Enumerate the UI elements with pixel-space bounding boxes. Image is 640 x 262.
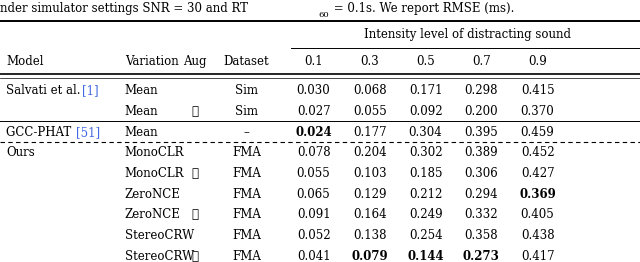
- Text: 0.1: 0.1: [304, 55, 323, 68]
- Text: 0.452: 0.452: [521, 146, 554, 159]
- Text: 0.370: 0.370: [521, 105, 554, 118]
- Text: ZeroNCE: ZeroNCE: [125, 209, 180, 221]
- Text: Variation: Variation: [125, 55, 179, 68]
- Text: 0.024: 0.024: [295, 126, 332, 139]
- Text: –: –: [243, 126, 250, 139]
- Text: Aug: Aug: [184, 55, 207, 68]
- Text: 0.3: 0.3: [360, 55, 380, 68]
- Text: 0.415: 0.415: [521, 84, 554, 97]
- Text: 0.092: 0.092: [409, 105, 442, 118]
- Text: Sim: Sim: [235, 105, 258, 118]
- Text: 0.078: 0.078: [297, 146, 330, 159]
- Text: FMA: FMA: [232, 209, 261, 221]
- Text: ✓: ✓: [192, 209, 198, 221]
- Text: Model: Model: [6, 55, 44, 68]
- Text: [1]: [1]: [82, 84, 99, 97]
- Text: 0.302: 0.302: [409, 146, 442, 159]
- Text: 0.298: 0.298: [465, 84, 498, 97]
- Text: ✓: ✓: [192, 167, 198, 180]
- Text: MonoCLR: MonoCLR: [125, 167, 184, 180]
- Text: 0.200: 0.200: [465, 105, 498, 118]
- Text: 0.129: 0.129: [353, 188, 387, 201]
- Text: 0.5: 0.5: [416, 55, 435, 68]
- Text: 0.171: 0.171: [409, 84, 442, 97]
- Text: 60: 60: [318, 11, 329, 19]
- Text: 0.185: 0.185: [409, 167, 442, 180]
- Text: 0.9: 0.9: [528, 55, 547, 68]
- Text: ✓: ✓: [192, 105, 198, 118]
- Text: Dataset: Dataset: [223, 55, 269, 68]
- Text: Mean: Mean: [125, 105, 159, 118]
- Text: 0.103: 0.103: [353, 167, 387, 180]
- Text: 0.389: 0.389: [465, 146, 498, 159]
- Text: 0.177: 0.177: [353, 126, 387, 139]
- Text: 0.438: 0.438: [521, 229, 554, 242]
- Text: FMA: FMA: [232, 188, 261, 201]
- Text: 0.405: 0.405: [521, 209, 554, 221]
- Text: FMA: FMA: [232, 229, 261, 242]
- Text: 0.055: 0.055: [353, 105, 387, 118]
- Text: 0.030: 0.030: [297, 84, 330, 97]
- Text: 0.079: 0.079: [351, 250, 388, 262]
- Text: StereoCRW: StereoCRW: [125, 229, 194, 242]
- Text: 0.7: 0.7: [472, 55, 491, 68]
- Text: 0.041: 0.041: [297, 250, 330, 262]
- Text: 0.369: 0.369: [519, 188, 556, 201]
- Text: 0.459: 0.459: [521, 126, 554, 139]
- Text: nder simulator settings SNR = 30 and RT: nder simulator settings SNR = 30 and RT: [0, 2, 248, 15]
- Text: 0.065: 0.065: [297, 188, 330, 201]
- Text: ZeroNCE: ZeroNCE: [125, 188, 180, 201]
- Text: Ours: Ours: [6, 146, 35, 159]
- Text: 0.212: 0.212: [409, 188, 442, 201]
- Text: MonoCLR: MonoCLR: [125, 146, 184, 159]
- Text: FMA: FMA: [232, 167, 261, 180]
- Text: Mean: Mean: [125, 126, 159, 139]
- Text: Mean: Mean: [125, 84, 159, 97]
- Text: 0.304: 0.304: [409, 126, 442, 139]
- Text: 0.358: 0.358: [465, 229, 498, 242]
- Text: 0.164: 0.164: [353, 209, 387, 221]
- Text: 0.144: 0.144: [407, 250, 444, 262]
- Text: 0.294: 0.294: [465, 188, 498, 201]
- Text: 0.254: 0.254: [409, 229, 442, 242]
- Text: 0.052: 0.052: [297, 229, 330, 242]
- Text: 0.273: 0.273: [463, 250, 500, 262]
- Text: FMA: FMA: [232, 250, 261, 262]
- Text: [51]: [51]: [76, 126, 100, 139]
- Text: 0.332: 0.332: [465, 209, 498, 221]
- Text: 0.138: 0.138: [353, 229, 387, 242]
- Text: Salvati et al.: Salvati et al.: [6, 84, 84, 97]
- Text: 0.306: 0.306: [465, 167, 498, 180]
- Text: Intensity level of distracting sound: Intensity level of distracting sound: [364, 28, 571, 41]
- Text: 0.027: 0.027: [297, 105, 330, 118]
- Text: 0.249: 0.249: [409, 209, 442, 221]
- Text: ✓: ✓: [192, 250, 198, 262]
- Text: = 0.1s. We report RMSE (ms).: = 0.1s. We report RMSE (ms).: [330, 2, 514, 15]
- Text: 0.055: 0.055: [297, 167, 330, 180]
- Text: 0.204: 0.204: [353, 146, 387, 159]
- Text: Sim: Sim: [235, 84, 258, 97]
- Text: 0.091: 0.091: [297, 209, 330, 221]
- Text: StereoCRW: StereoCRW: [125, 250, 194, 262]
- Text: 0.068: 0.068: [353, 84, 387, 97]
- Text: GCC-PHAT: GCC-PHAT: [6, 126, 76, 139]
- Text: FMA: FMA: [232, 146, 261, 159]
- Text: 0.395: 0.395: [465, 126, 498, 139]
- Text: 0.427: 0.427: [521, 167, 554, 180]
- Text: 0.417: 0.417: [521, 250, 554, 262]
